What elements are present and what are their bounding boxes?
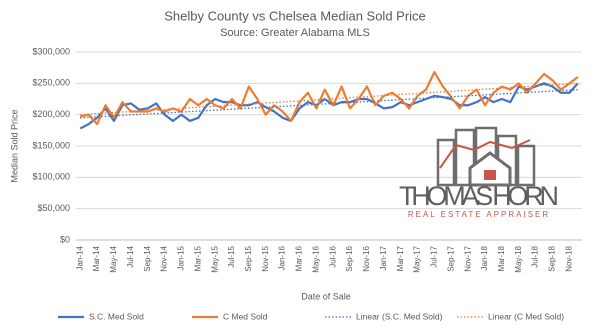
logo-accent (439, 139, 531, 169)
x-axis-title: Date of Sale (301, 291, 351, 301)
legend-label: Linear (C Med Sold) (488, 311, 564, 321)
y-axis-title: Median Sold Price (9, 109, 19, 182)
x-tick-label: Nov-15 (261, 245, 270, 271)
logo-name: THOMAS HORN (399, 181, 559, 211)
y-tick-label: $200,000 (32, 109, 70, 119)
x-tick-label: Mar-17 (396, 245, 405, 271)
y-tick-label: $100,000 (32, 172, 70, 182)
legend-label: C Med Sold (223, 311, 268, 321)
legend: S.C. Med Sold C Med Sold Linear (S.C. Med … (58, 311, 564, 321)
logo: THOMAS HORN REAL ESTATE APPRAISER (399, 126, 559, 219)
y-tick-label: $50,000 (37, 203, 70, 213)
x-tick-label: Mar-16 (295, 245, 304, 271)
x-tick-label: Jul-15 (227, 245, 236, 267)
series-line (79, 70, 579, 126)
x-tick-label: Jan-14 (75, 245, 84, 270)
logo-window (484, 170, 496, 180)
x-tick-label: Nov-18 (564, 245, 573, 271)
x-tick-label: Nov-17 (463, 245, 472, 271)
trendline (80, 82, 578, 116)
x-tick-label: Jan-17 (379, 245, 388, 270)
series-line (79, 82, 579, 130)
x-tick-label: Nov-14 (160, 245, 169, 271)
x-tick-label: Jul-16 (328, 245, 337, 267)
logo-building (516, 144, 536, 187)
x-tick-label: May-14 (109, 245, 118, 272)
x-tick-label: Mar-14 (92, 245, 101, 271)
x-tick-label: Jul-18 (531, 245, 540, 267)
x-tick-label: Mar-18 (497, 245, 506, 271)
y-tick-label: $300,000 (32, 46, 70, 56)
y-tick-label: $0 (60, 234, 70, 244)
logo-house (468, 151, 512, 187)
x-tick-label: Sep-15 (244, 245, 253, 271)
x-tick-label: May-17 (413, 245, 422, 272)
x-tick-label: Jul-14 (126, 245, 135, 267)
x-tick-label: Sep-14 (143, 245, 152, 271)
chart-subtitle: Source: Greater Alabama MLS (220, 27, 370, 39)
legend-label: Linear (S.C. Med Sold) (356, 311, 443, 321)
chart-title: Shelby County vs Chelsea Median Sold Pri… (164, 8, 426, 23)
x-tick-label: Jan-16 (278, 245, 287, 270)
x-tick-label: Jul-17 (430, 245, 439, 267)
logo-building (436, 138, 456, 187)
x-tick-label: May-18 (514, 245, 523, 272)
x-tick-label: Mar-15 (193, 245, 202, 271)
x-tick-label: Nov-16 (362, 245, 371, 271)
x-tick-label: Jan-18 (480, 245, 489, 270)
trendline (80, 88, 578, 119)
x-tick-label: May-16 (311, 245, 320, 272)
logo-building (454, 128, 476, 187)
x-tick-label: Sep-16 (345, 245, 354, 271)
x-tick-label: Jan-15 (177, 245, 186, 270)
x-tick-label: Sep-17 (446, 245, 455, 271)
logo-tagline: REAL ESTATE APPRAISER (408, 210, 550, 219)
y-tick-label: $150,000 (32, 140, 70, 150)
x-tick-label: May-15 (210, 245, 219, 272)
y-tick-label: $250,000 (32, 78, 70, 88)
x-tick-label: Sep-18 (548, 245, 557, 271)
legend-label: S.C. Med Sold (89, 311, 144, 321)
